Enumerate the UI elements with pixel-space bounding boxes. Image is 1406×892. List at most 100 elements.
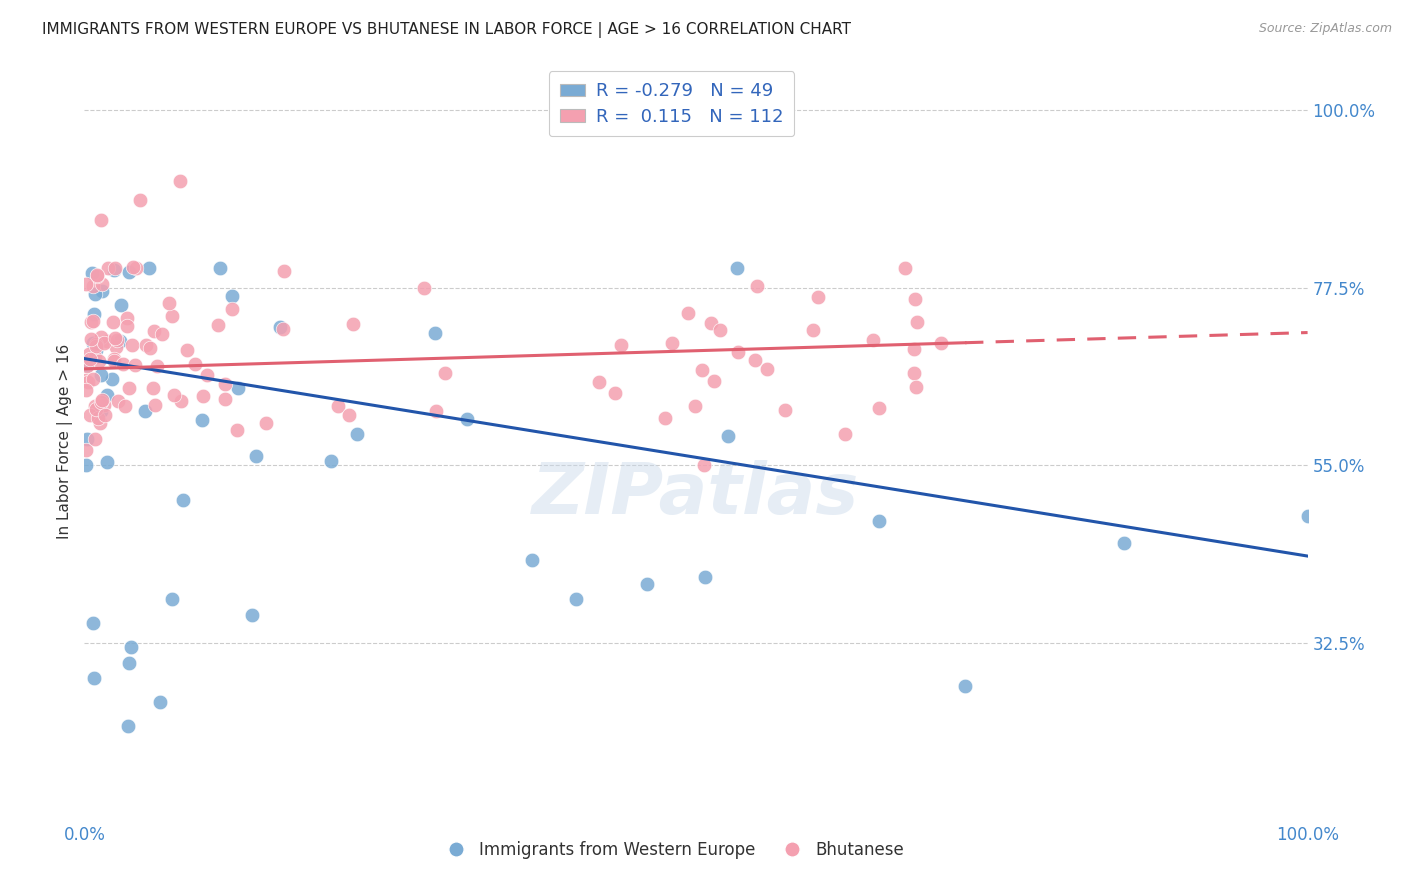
Point <box>75 373 97 387</box>
Point <box>610 338 633 352</box>
Point <box>87 354 110 368</box>
Point <box>254 417 277 431</box>
Point <box>96 387 118 401</box>
Point <box>84 399 107 413</box>
Point <box>101 315 124 329</box>
Point <box>834 427 856 442</box>
Point <box>94 408 117 422</box>
Point <box>676 306 699 320</box>
Point <box>242 608 264 623</box>
Point <box>693 458 716 473</box>
Point <box>82 616 104 631</box>
Point <box>134 404 156 418</box>
Point <box>744 353 766 368</box>
Point <box>905 380 928 394</box>
Point <box>103 351 125 366</box>
Point <box>142 381 165 395</box>
Point <box>693 570 716 584</box>
Point <box>82 335 104 350</box>
Point <box>108 334 131 348</box>
Point <box>346 427 368 442</box>
Point <box>269 320 291 334</box>
Point <box>773 403 796 417</box>
Point <box>139 341 162 355</box>
Point <box>79 409 101 423</box>
Point <box>425 403 447 417</box>
Point <box>96 455 118 469</box>
Point <box>80 332 103 346</box>
Point <box>115 311 138 326</box>
Point <box>903 366 925 380</box>
Point <box>208 260 231 275</box>
Point <box>905 315 928 329</box>
Point <box>747 279 769 293</box>
Point <box>184 357 207 371</box>
Point <box>76 359 98 374</box>
Point <box>90 403 112 417</box>
Point <box>157 296 180 310</box>
Point <box>104 340 127 354</box>
Point <box>425 326 447 340</box>
Point <box>588 376 610 390</box>
Point <box>456 412 478 426</box>
Point <box>82 372 104 386</box>
Point <box>84 287 107 301</box>
Point <box>82 279 104 293</box>
Point <box>654 410 676 425</box>
Point <box>170 394 193 409</box>
Point <box>86 268 108 283</box>
Point <box>114 399 136 413</box>
Point <box>96 334 118 348</box>
Point <box>894 260 917 275</box>
Point <box>117 719 139 733</box>
Point <box>84 350 107 364</box>
Point <box>75 277 97 291</box>
Point <box>76 358 98 372</box>
Point <box>727 345 749 359</box>
Point <box>756 362 779 376</box>
Point <box>83 307 105 321</box>
Point <box>221 289 243 303</box>
Point <box>83 672 105 686</box>
Point <box>520 553 543 567</box>
Point <box>79 352 101 367</box>
Point <box>97 260 120 275</box>
Point <box>214 392 236 406</box>
Point <box>84 402 107 417</box>
Point <box>661 335 683 350</box>
Point <box>76 432 98 446</box>
Point <box>118 656 141 670</box>
Point <box>75 458 97 472</box>
Point <box>191 389 214 403</box>
Point <box>564 592 586 607</box>
Point <box>929 336 952 351</box>
Text: IMMIGRANTS FROM WESTERN EUROPE VS BHUTANESE IN LABOR FORCE | AGE > 16 CORRELATIO: IMMIGRANTS FROM WESTERN EUROPE VS BHUTAN… <box>42 22 851 38</box>
Point <box>903 343 925 357</box>
Point <box>169 174 191 188</box>
Point <box>93 398 115 412</box>
Point <box>84 339 107 353</box>
Point <box>90 330 112 344</box>
Point <box>228 381 250 395</box>
Point <box>869 401 891 415</box>
Point <box>172 492 194 507</box>
Point <box>904 293 927 307</box>
Point <box>121 260 143 274</box>
Point <box>709 323 731 337</box>
Point <box>103 263 125 277</box>
Point <box>75 383 97 397</box>
Point <box>226 423 249 437</box>
Point <box>191 413 214 427</box>
Point <box>195 368 218 382</box>
Point <box>163 387 186 401</box>
Point <box>699 316 721 330</box>
Point <box>149 695 172 709</box>
Text: ZIPatlas: ZIPatlas <box>533 460 859 529</box>
Point <box>111 357 134 371</box>
Point <box>138 260 160 275</box>
Point <box>104 331 127 345</box>
Point <box>104 260 127 275</box>
Point <box>703 374 725 388</box>
Point <box>120 640 142 654</box>
Point <box>337 409 360 423</box>
